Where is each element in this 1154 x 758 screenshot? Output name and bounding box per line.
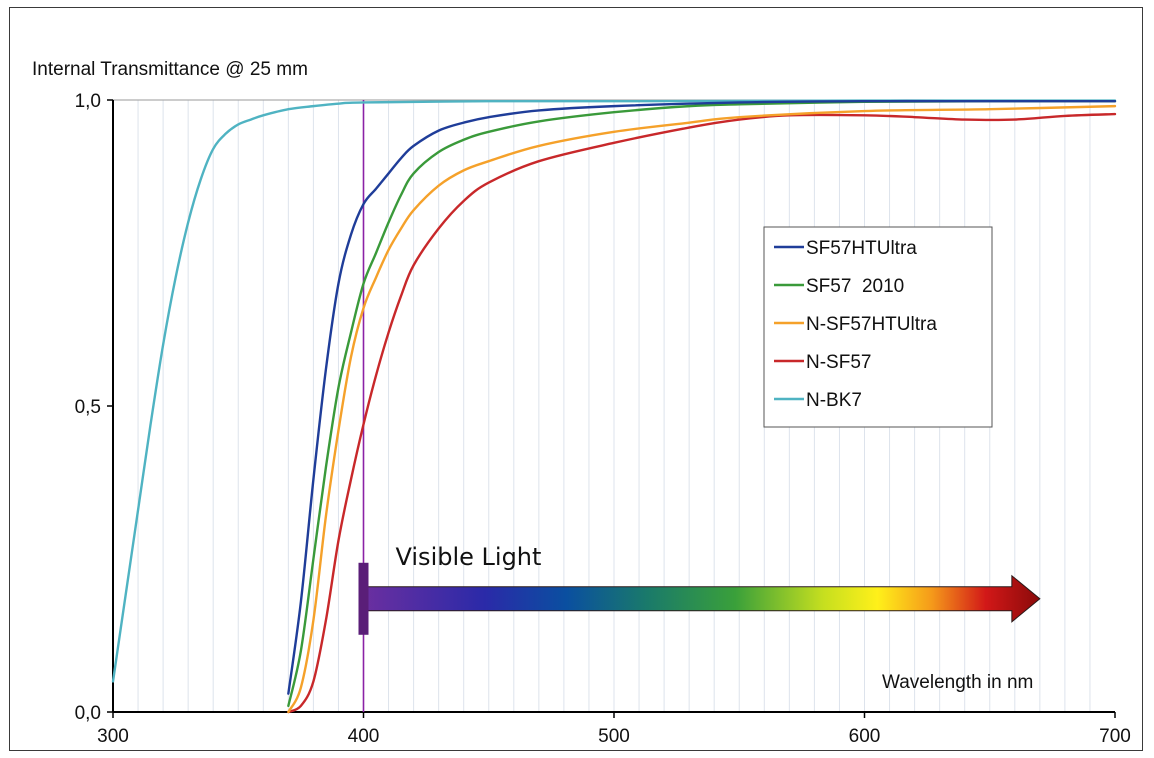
chart-frame <box>9 7 1143 751</box>
legend-label-sf57htultra: SF57HTUltra <box>806 238 917 259</box>
x-tick-label-600: 600 <box>849 726 881 747</box>
series-line-sf57htultra <box>287 99 1117 695</box>
series-lines <box>111 99 1117 714</box>
series-line-n-bk7 <box>111 99 1117 683</box>
legend-label-n-sf57: N-SF57 <box>806 352 871 373</box>
visible-light-label: Visible Light <box>396 543 542 571</box>
x-tick-label-400: 400 <box>348 726 380 747</box>
visible-light-annotation: Visible Light <box>358 543 1041 635</box>
visible-light-arrow <box>363 574 1041 623</box>
legend-label-n-bk7: N-BK7 <box>806 390 862 411</box>
series-line-n-sf57 <box>287 112 1117 714</box>
tick-labels: 300 400 500 600 700 0,0 0,5 1,0 <box>75 91 1131 747</box>
series-line-sf57-2010 <box>287 99 1117 708</box>
y-tick-label-0.5: 0,5 <box>75 397 101 418</box>
series-line-n-sf57htultra <box>287 104 1117 714</box>
legend: SF57HTUltra SF57 2010 N-SF57HTUltra N-SF57 N… <box>763 226 993 428</box>
x-tick-label-500: 500 <box>598 726 630 747</box>
x-tick-label-700: 700 <box>1099 726 1131 747</box>
visible-light-start-bar <box>358 562 369 635</box>
x-axis-title: Wavelength in nm <box>882 672 1033 693</box>
x-tick-label-300: 300 <box>97 726 129 747</box>
legend-label-n-sf57htultra: N-SF57HTUltra <box>806 314 937 335</box>
legend-box <box>763 226 993 428</box>
y-tick-label-1: 1,0 <box>75 91 101 112</box>
y-tick-label-0: 0,0 <box>75 703 101 724</box>
legend-label-sf57-2010: SF57 2010 <box>806 276 904 297</box>
y-axis-title: Internal Transmittance @ 25 mm <box>32 59 308 80</box>
